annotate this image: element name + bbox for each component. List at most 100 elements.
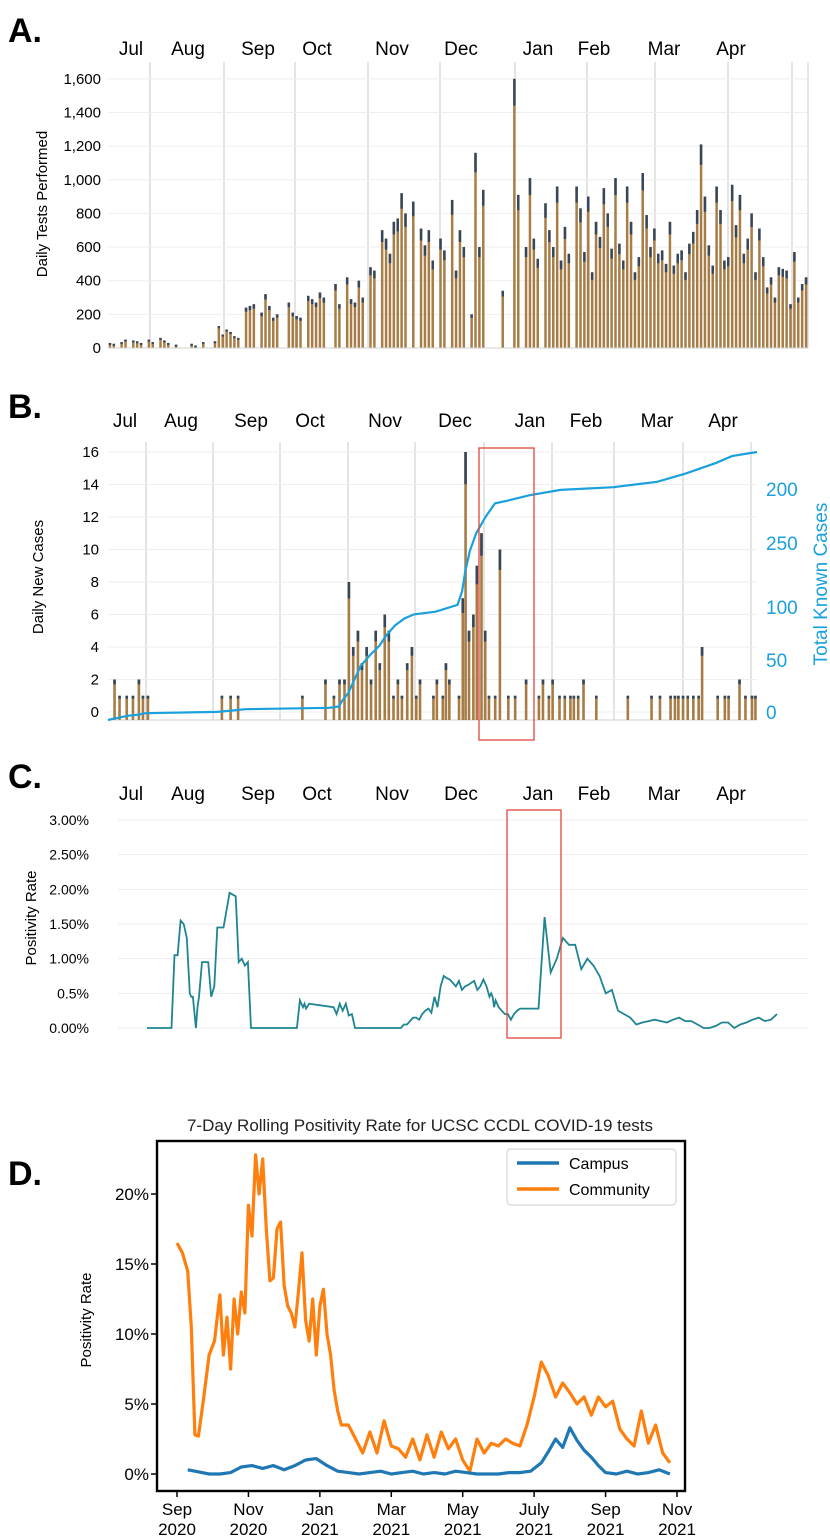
panel-b-bar [513, 695, 517, 720]
panel-b-bar-top [343, 679, 346, 685]
panel-a-bar [295, 316, 298, 348]
panel-b-bar-top [332, 695, 336, 699]
panel-a-bar [217, 326, 221, 348]
panel-a-bar [221, 334, 224, 348]
panel-b-bar [738, 679, 741, 720]
panel-b-bar [541, 679, 545, 720]
panel-a-bar [765, 287, 769, 348]
panel-a-bar-top [357, 280, 361, 288]
panel-b-bar [537, 695, 541, 720]
panel-a-bar-top [637, 257, 641, 267]
panel-a-bar [528, 178, 532, 348]
panel-d-x-tick-month: Sep [590, 1500, 620, 1519]
panel-b-bar-top [576, 695, 580, 699]
panel-a-bar-top [633, 272, 637, 280]
panel-a-bar [159, 337, 162, 348]
panel-b-right-axis-ticks: 0 50 100 250 200 [766, 480, 798, 724]
panel-a-bar-top [641, 173, 644, 191]
panel-a-bar-top [458, 230, 462, 243]
panel-a-bar-top [575, 186, 578, 203]
panel-c-y-tick-label: 0.00% [49, 1020, 89, 1036]
panel-a-bar-top [264, 294, 267, 300]
panel-b-bar [677, 695, 680, 720]
panel-b-bar [681, 695, 685, 720]
panel-a-bar [536, 258, 539, 348]
panel-b-bar [595, 695, 598, 720]
panel-b-bar-top [137, 679, 141, 685]
panel-a-bar [244, 307, 248, 348]
panel-b-bar-top [472, 614, 475, 628]
panel-b-bar-top [563, 695, 567, 699]
panel-b-bar [673, 695, 677, 720]
panel-a-bar-top [664, 263, 668, 273]
panel-a-bar [719, 210, 722, 348]
panel-a-bar [641, 173, 644, 348]
panel-a-bar [567, 253, 571, 348]
panel-c-y-axis-title: Positivity Rate [23, 870, 40, 965]
panel-b-y-tick-label: 8 [91, 574, 99, 591]
panel-a-bar [513, 78, 516, 348]
panel-b-month-label: Oct [295, 411, 325, 432]
panel-b-bar-top [541, 679, 545, 685]
panel-b-bar-top [650, 695, 653, 699]
panel-a-bar-top [244, 307, 248, 312]
panel-a-bar-top [769, 277, 773, 285]
panel-b-bar-top [383, 614, 387, 628]
panel-a-bar [785, 270, 788, 348]
panel-d-frame [155, 1139, 687, 1493]
panel-a-bar-top [291, 312, 294, 317]
panel-d-x-tick-year: 2020 [230, 1520, 268, 1539]
panel-c-month-label: Aug [171, 784, 205, 805]
panel-a-bar [322, 297, 326, 348]
panel-a-bar [645, 215, 648, 348]
panel-a-bar [622, 260, 625, 348]
panel-a-bar [676, 253, 679, 348]
panel-b-y-axis-title: Daily New Cases [30, 520, 47, 634]
panel-a-bar [758, 228, 761, 348]
panel-c-month-label: Nov [375, 784, 409, 805]
panel-a-bar-top [559, 260, 563, 270]
panel-a-bar-top [742, 253, 746, 264]
panel-b-bar [441, 695, 445, 720]
panel-d-campus-line [187, 1426, 671, 1476]
panel-a-bar-top [361, 297, 364, 303]
panel-a-bar-top [719, 210, 722, 224]
panel-c-y-tick-label: 3.00% [49, 812, 89, 828]
panel-a-bar [695, 210, 699, 348]
panel-b-month-label: Jan [515, 411, 546, 432]
panel-b-bar-top [229, 695, 232, 699]
panel-a-bar [552, 247, 555, 348]
panel-d-legend: Campus Community [506, 1148, 677, 1206]
panel-a-bar [602, 188, 606, 348]
panel-b-bar-top [507, 695, 510, 699]
panel-a-bar [275, 314, 279, 348]
panel-a-bar-top [474, 152, 477, 173]
panel-a-bar-top [606, 213, 609, 227]
panel-a-bar [361, 297, 364, 348]
panel-b-bar-top [677, 695, 680, 699]
panel-a-bar-top [727, 257, 730, 267]
panel-a-bar [373, 270, 376, 348]
panel-b-bar-top [754, 695, 757, 699]
panel-a-bar [598, 236, 602, 348]
panel-b-bar [467, 630, 471, 720]
panel-b-bar-top [483, 630, 487, 642]
panel-a-bar-top [555, 186, 559, 203]
panel-b-bar-top [131, 695, 135, 699]
panel-b-bar [480, 533, 483, 720]
panel-d-x-tick-year: 2021 [587, 1520, 625, 1539]
panel-b-bar-top [418, 679, 422, 685]
panel-b-y-tick-label: 10 [82, 542, 99, 559]
panel-a-y-tick-label: 600 [76, 239, 101, 256]
panel-b-month-labels: Jul Aug Sep Oct Nov Dec Jan Feb Mar Apr [113, 411, 739, 432]
panel-a-bar-top [462, 247, 466, 258]
panel-b-bar [493, 695, 497, 720]
panel-a-bar [287, 302, 291, 348]
panel-b-bar-top [444, 663, 448, 671]
panel-d-x-tick-year: 2021 [301, 1520, 339, 1539]
panel-b-bar [461, 598, 465, 720]
panel-b-bar-top [558, 695, 561, 699]
panel-b-bar [569, 695, 572, 720]
panel-b-y-tick-label: 14 [82, 477, 99, 494]
panel-a-bar [299, 317, 302, 348]
